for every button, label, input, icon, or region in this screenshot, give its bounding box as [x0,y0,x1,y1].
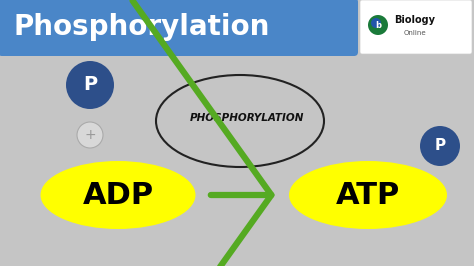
Text: Biology: Biology [394,15,436,25]
FancyBboxPatch shape [0,0,358,56]
Text: +: + [84,128,96,142]
Text: PHOSPHORYLATION: PHOSPHORYLATION [190,113,304,123]
Circle shape [371,18,381,28]
Text: P: P [435,139,446,153]
Text: b: b [375,20,381,30]
Ellipse shape [40,161,195,229]
Text: ATP: ATP [336,181,400,210]
Circle shape [420,126,460,166]
Circle shape [368,15,388,35]
Circle shape [77,122,103,148]
Circle shape [66,61,114,109]
Ellipse shape [289,161,447,229]
Text: Online: Online [404,30,426,36]
Text: P: P [83,76,97,94]
Text: ADP: ADP [82,181,154,210]
FancyBboxPatch shape [360,0,472,54]
Text: Phosphorylation: Phosphorylation [14,13,270,41]
